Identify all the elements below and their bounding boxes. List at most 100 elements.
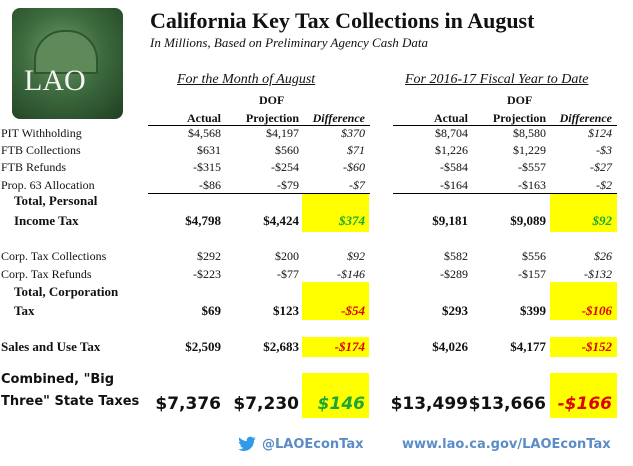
table-cell: $7,376 — [155, 394, 221, 414]
row-label: Total, Corporation — [14, 284, 119, 299]
page-title: California Key Tax Collections in August — [150, 8, 535, 33]
table-cell: -$146 — [337, 267, 365, 281]
highlight-box — [302, 373, 369, 418]
highlight-box — [302, 282, 369, 320]
table-cell: -$163 — [518, 178, 546, 192]
twitter-handle[interactable]: @LAOEconTax — [262, 437, 364, 452]
lao-logo: LAO — [12, 8, 123, 119]
highlight-box — [302, 337, 369, 357]
projection-header: Projection — [492, 111, 546, 125]
dof-header: DOF — [259, 93, 285, 107]
table-cell: $1,229 — [513, 143, 546, 157]
table-cell: -$584 — [440, 160, 468, 174]
row-label: Sales and Use Tax — [1, 339, 101, 354]
table-cell: $2,683 — [263, 339, 299, 354]
table-cell: -$77 — [277, 267, 299, 281]
table-cell: $4,197 — [266, 126, 299, 140]
row-label: Tax — [14, 303, 35, 318]
table-cell: -$166 — [557, 394, 612, 414]
table-cell: $1,226 — [435, 143, 468, 157]
table-cell: -$164 — [440, 178, 468, 192]
table-cell: $556 — [522, 249, 546, 263]
row-label: Income Tax — [14, 213, 79, 228]
table-cell: -$54 — [341, 303, 365, 318]
table-cell: -$223 — [193, 267, 221, 281]
subtotal-rule — [393, 193, 617, 194]
table-cell: -$27 — [590, 160, 612, 174]
table-cell: $9,181 — [432, 213, 468, 228]
table-cell: $92 — [592, 213, 613, 228]
twitter-bird-icon — [238, 436, 256, 451]
table-cell: -$3 — [596, 143, 612, 157]
table-cell: -$174 — [334, 339, 365, 354]
logo-text: LAO — [24, 64, 86, 97]
highlight-box — [550, 373, 617, 418]
header-rule — [148, 125, 370, 126]
table-cell: -$132 — [584, 267, 612, 281]
header-rule — [393, 125, 617, 126]
table-cell: $4,568 — [188, 126, 221, 140]
row-label: Three" State Taxes — [1, 394, 140, 409]
highlight-box — [550, 337, 617, 357]
row-label: Combined, "Big — [1, 372, 115, 387]
table-cell: $71 — [347, 143, 365, 157]
actual-header: Actual — [187, 111, 221, 125]
table-cell: -$106 — [581, 303, 612, 318]
table-cell: $4,026 — [432, 339, 468, 354]
section-month: For the Month of August — [177, 72, 316, 87]
table-cell: $582 — [444, 249, 468, 263]
table-cell: $4,798 — [185, 213, 221, 228]
table-cell: -$86 — [199, 178, 221, 192]
section-ytd: For 2016-17 Fiscal Year to Date — [405, 72, 589, 87]
row-label: FTB Collections — [1, 143, 81, 157]
table-cell: $13,499 — [390, 394, 468, 414]
table-cell: $146 — [317, 394, 365, 414]
subtitle: In Millions, Based on Preliminary Agency… — [150, 35, 429, 50]
table-cell: -$315 — [193, 160, 221, 174]
table-cell: $123 — [273, 303, 299, 318]
table-cell: $631 — [197, 143, 221, 157]
table-cell: -$289 — [440, 267, 468, 281]
table-cell: $7,230 — [233, 394, 299, 414]
table-cell: $13,666 — [468, 394, 546, 414]
table-cell: $2,509 — [185, 339, 221, 354]
difference-header: Difference — [312, 111, 365, 125]
table-cell: $8,704 — [435, 126, 468, 140]
row-label: PIT Withholding — [1, 126, 82, 140]
website-link[interactable]: www.lao.ca.gov/LAOEconTax — [402, 437, 611, 452]
table-cell: -$157 — [518, 267, 546, 281]
table-cell: -$152 — [581, 339, 612, 354]
table-cell: $560 — [275, 143, 299, 157]
table-cell: -$557 — [518, 160, 546, 174]
table-cell: $8,580 — [513, 126, 546, 140]
highlight-box — [550, 282, 617, 320]
table-cell: $4,424 — [263, 213, 299, 228]
table-cell: $69 — [201, 303, 222, 318]
table-cell: $370 — [341, 126, 365, 140]
table-cell: $4,177 — [510, 339, 546, 354]
table-cell: $292 — [197, 249, 221, 263]
row-label: FTB Refunds — [1, 160, 67, 174]
row-label: Corp. Tax Refunds — [1, 267, 92, 281]
table-cell: -$7 — [349, 178, 365, 192]
row-label: Total, Personal — [14, 193, 98, 208]
table-cell: $124 — [588, 126, 612, 140]
subtotal-rule — [148, 193, 370, 194]
difference-header: Difference — [559, 111, 612, 125]
table-cell: -$79 — [277, 178, 299, 192]
actual-header: Actual — [434, 111, 468, 125]
row-label: Corp. Tax Collections — [1, 249, 107, 263]
projection-header: Projection — [245, 111, 299, 125]
highlight-box — [550, 193, 617, 232]
table-cell: -$2 — [596, 178, 612, 192]
dof-header: DOF — [507, 93, 533, 107]
table-cell: $399 — [520, 303, 546, 318]
capitol-dome-icon — [34, 30, 98, 74]
highlight-box — [302, 193, 369, 232]
table-cell: -$60 — [343, 160, 365, 174]
row-label: Prop. 63 Allocation — [1, 178, 95, 192]
table-cell: $200 — [275, 249, 299, 263]
table-cell: -$254 — [271, 160, 299, 174]
table-cell: $26 — [594, 249, 612, 263]
